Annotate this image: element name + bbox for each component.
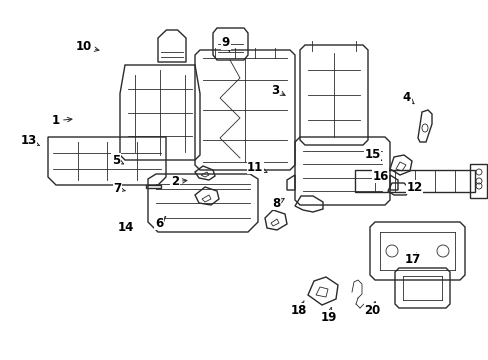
Text: 8: 8 [272, 197, 284, 210]
Text: 7: 7 [113, 183, 125, 195]
Text: 12: 12 [406, 181, 422, 194]
Text: 10: 10 [76, 40, 99, 53]
Text: 9: 9 [222, 36, 229, 52]
Text: 5: 5 [112, 154, 123, 167]
Text: 2: 2 [171, 175, 186, 188]
Text: 17: 17 [404, 253, 421, 266]
Text: 6: 6 [155, 216, 165, 230]
Text: 15: 15 [364, 148, 381, 161]
Text: 14: 14 [117, 220, 134, 234]
Text: 13: 13 [20, 134, 40, 147]
Text: 4: 4 [402, 91, 413, 104]
Text: 20: 20 [364, 302, 380, 317]
Text: 16: 16 [371, 170, 388, 183]
Text: 19: 19 [320, 307, 336, 324]
Text: 11: 11 [246, 161, 266, 174]
Text: 1: 1 [52, 114, 72, 127]
Text: 3: 3 [270, 84, 285, 96]
Text: 18: 18 [290, 301, 307, 317]
